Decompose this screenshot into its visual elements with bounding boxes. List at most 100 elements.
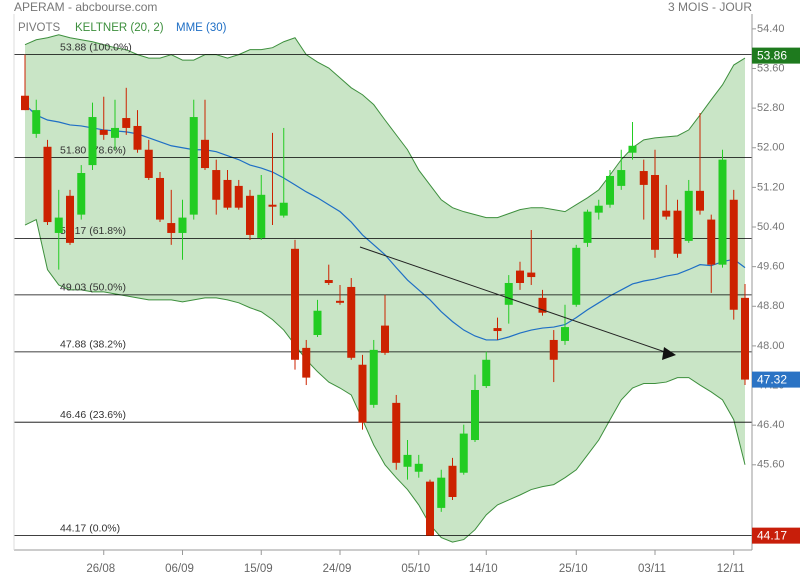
candle-layer — [21, 54, 749, 536]
candle-body — [111, 127, 119, 138]
x-tick-label: 06/09 — [165, 563, 194, 575]
price-badge — [752, 371, 800, 388]
candle-body — [291, 248, 299, 360]
keltner-upper — [24, 34, 746, 219]
candle-body — [257, 194, 266, 238]
candle-body — [144, 149, 153, 178]
candle-body — [392, 402, 401, 463]
y-tick-label: 45.60 — [757, 459, 785, 471]
x-tick-label: 25/10 — [559, 563, 588, 575]
candle-body — [471, 389, 479, 441]
candle-body — [313, 310, 322, 336]
keltner-lower — [24, 218, 746, 543]
candle-body — [21, 95, 29, 111]
candle-body — [369, 349, 378, 405]
candle-body — [741, 297, 749, 380]
x-tick-label: 26/08 — [86, 563, 115, 575]
price-badge — [752, 527, 800, 544]
candle-body — [639, 171, 648, 185]
y-tick-label: 48.80 — [757, 300, 785, 312]
candle-body — [133, 125, 142, 150]
pivot-label: 47.88 (38.2%) — [60, 339, 126, 351]
candle-body — [448, 465, 457, 497]
candle-body — [707, 219, 716, 265]
candle-body — [594, 205, 603, 213]
candle-body — [696, 190, 704, 211]
y-tick-label: 52.80 — [757, 102, 785, 114]
candle-body — [336, 300, 344, 303]
legend-pivots: PIVOTS — [18, 22, 61, 34]
price-badge-label: 44.17 — [757, 528, 787, 542]
candle-body — [246, 195, 254, 235]
candle-body — [572, 247, 581, 305]
y-tick-label: 50.40 — [757, 221, 785, 233]
candle-body — [583, 211, 592, 243]
candle-body — [606, 175, 614, 205]
candle-body — [302, 347, 311, 378]
candle-body — [718, 159, 727, 265]
candle-body — [66, 195, 74, 243]
candle-body — [426, 481, 434, 536]
y-tick-label: 51.20 — [757, 181, 785, 193]
price-badge — [752, 47, 800, 64]
price-badge-label: 53.86 — [757, 48, 787, 62]
candle-body — [684, 190, 693, 241]
candle-body — [493, 328, 502, 332]
candle-body — [527, 272, 536, 278]
mme-line — [24, 104, 746, 341]
candle-body — [279, 202, 288, 216]
pivot-layer: 53.88 (100.0%)51.80 (78.6%)50.17 (61.8%)… — [14, 41, 752, 537]
candle-body — [459, 433, 468, 473]
trend-arrowhead — [662, 347, 676, 360]
candle-body — [324, 280, 333, 283]
price-badge-label: 47.32 — [757, 372, 787, 386]
pivot-label: 50.17 (61.8%) — [60, 225, 126, 237]
candle-body — [504, 282, 513, 305]
axis-layer: 45.6046.4047.2048.0048.8049.6050.4051.20… — [13, 14, 800, 575]
pivot-label: 44.17 (0.0%) — [60, 522, 120, 534]
candle-body — [189, 117, 198, 215]
candle-body — [99, 129, 108, 135]
y-tick-label: 54.40 — [757, 23, 785, 35]
legend-keltner: KELTNER (20, 2) — [75, 22, 164, 34]
candle-body — [156, 177, 164, 220]
candle-body — [212, 170, 221, 200]
candle-body — [234, 185, 243, 208]
candle-body — [549, 339, 558, 360]
candle-body — [561, 327, 569, 341]
candle-body — [617, 170, 626, 186]
candle-body — [223, 179, 232, 208]
x-tick-label: 15/09 — [244, 563, 273, 575]
pivot-label: 53.88 (100.0%) — [60, 41, 132, 53]
candle-body — [32, 110, 41, 134]
candle-body — [437, 477, 446, 508]
candle-body — [651, 174, 659, 250]
candle-body — [77, 173, 86, 215]
candle-body — [673, 210, 682, 254]
y-tick-label: 49.60 — [757, 261, 785, 273]
candle-body — [538, 297, 547, 313]
candle-body — [54, 217, 63, 233]
candle-body — [167, 223, 176, 233]
legend-mme: MME (30) — [176, 22, 227, 34]
y-tick-label: 53.60 — [757, 62, 785, 74]
candle-body — [358, 364, 367, 423]
x-tick-label: 03/11 — [638, 563, 666, 575]
candle-body — [729, 199, 738, 310]
x-tick-label: 24/09 — [323, 563, 352, 575]
candle-body — [201, 139, 209, 169]
candle-body — [122, 118, 131, 128]
candle-body — [88, 117, 97, 166]
y-tick-label: 52.00 — [757, 142, 785, 154]
candle-body — [662, 210, 671, 217]
candle-body — [43, 146, 52, 223]
x-tick-label: 12/11 — [717, 563, 745, 575]
candle-body — [381, 325, 389, 353]
candle-body — [482, 359, 491, 387]
trend-line — [359, 246, 669, 354]
chart-subtitle: 3 MOIS - JOUR — [668, 0, 752, 14]
candle-body — [347, 286, 356, 358]
x-tick-label: 05/10 — [401, 563, 430, 575]
candle-body — [414, 463, 423, 472]
